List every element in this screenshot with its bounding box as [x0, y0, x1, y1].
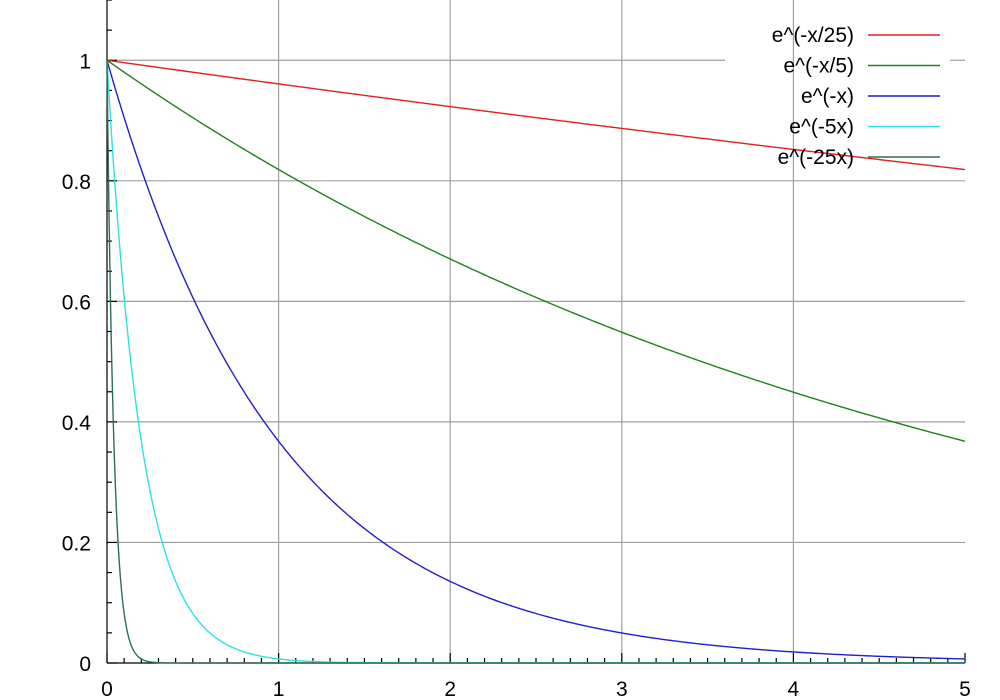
legend-label-0: e^(-x/25): [772, 24, 854, 47]
y-tick-label: 0.6: [62, 291, 91, 314]
y-tick-label: 0.8: [62, 171, 91, 194]
legend-label-4: e^(-25x): [778, 146, 854, 169]
x-tick-label: 0: [101, 678, 113, 700]
y-tick-label: 0.2: [62, 532, 91, 555]
series-lines: [106, 59, 966, 664]
series-line-2: [106, 60, 966, 660]
legend: e^(-x/25) e^(-x/5) e^(-x) e^(-5x) e^(-25x): [772, 24, 940, 169]
legend-label-1: e^(-x/5): [783, 55, 854, 78]
series-line-0: [106, 59, 966, 171]
x-tick-label: 3: [616, 678, 628, 700]
legend-label-3: e^(-5x): [789, 116, 854, 139]
y-tick-label: 1: [79, 50, 91, 73]
tick-labels: 0 1 2 3 4 5 0 0.2 0.4 0.6 0.8 1: [62, 50, 971, 700]
grid-lines: [107, 0, 965, 663]
legend-label-2: e^(-x): [801, 85, 854, 108]
x-tick-label: 2: [444, 678, 456, 700]
series-line-4: [106, 60, 965, 664]
x-tick-label: 1: [273, 678, 285, 700]
x-tick-label: 5: [959, 678, 971, 700]
y-tick-label: 0.4: [62, 412, 92, 435]
x-tick-label: 4: [788, 678, 800, 700]
series-line-1: [106, 59, 966, 442]
y-tick-label: 0: [79, 653, 91, 676]
